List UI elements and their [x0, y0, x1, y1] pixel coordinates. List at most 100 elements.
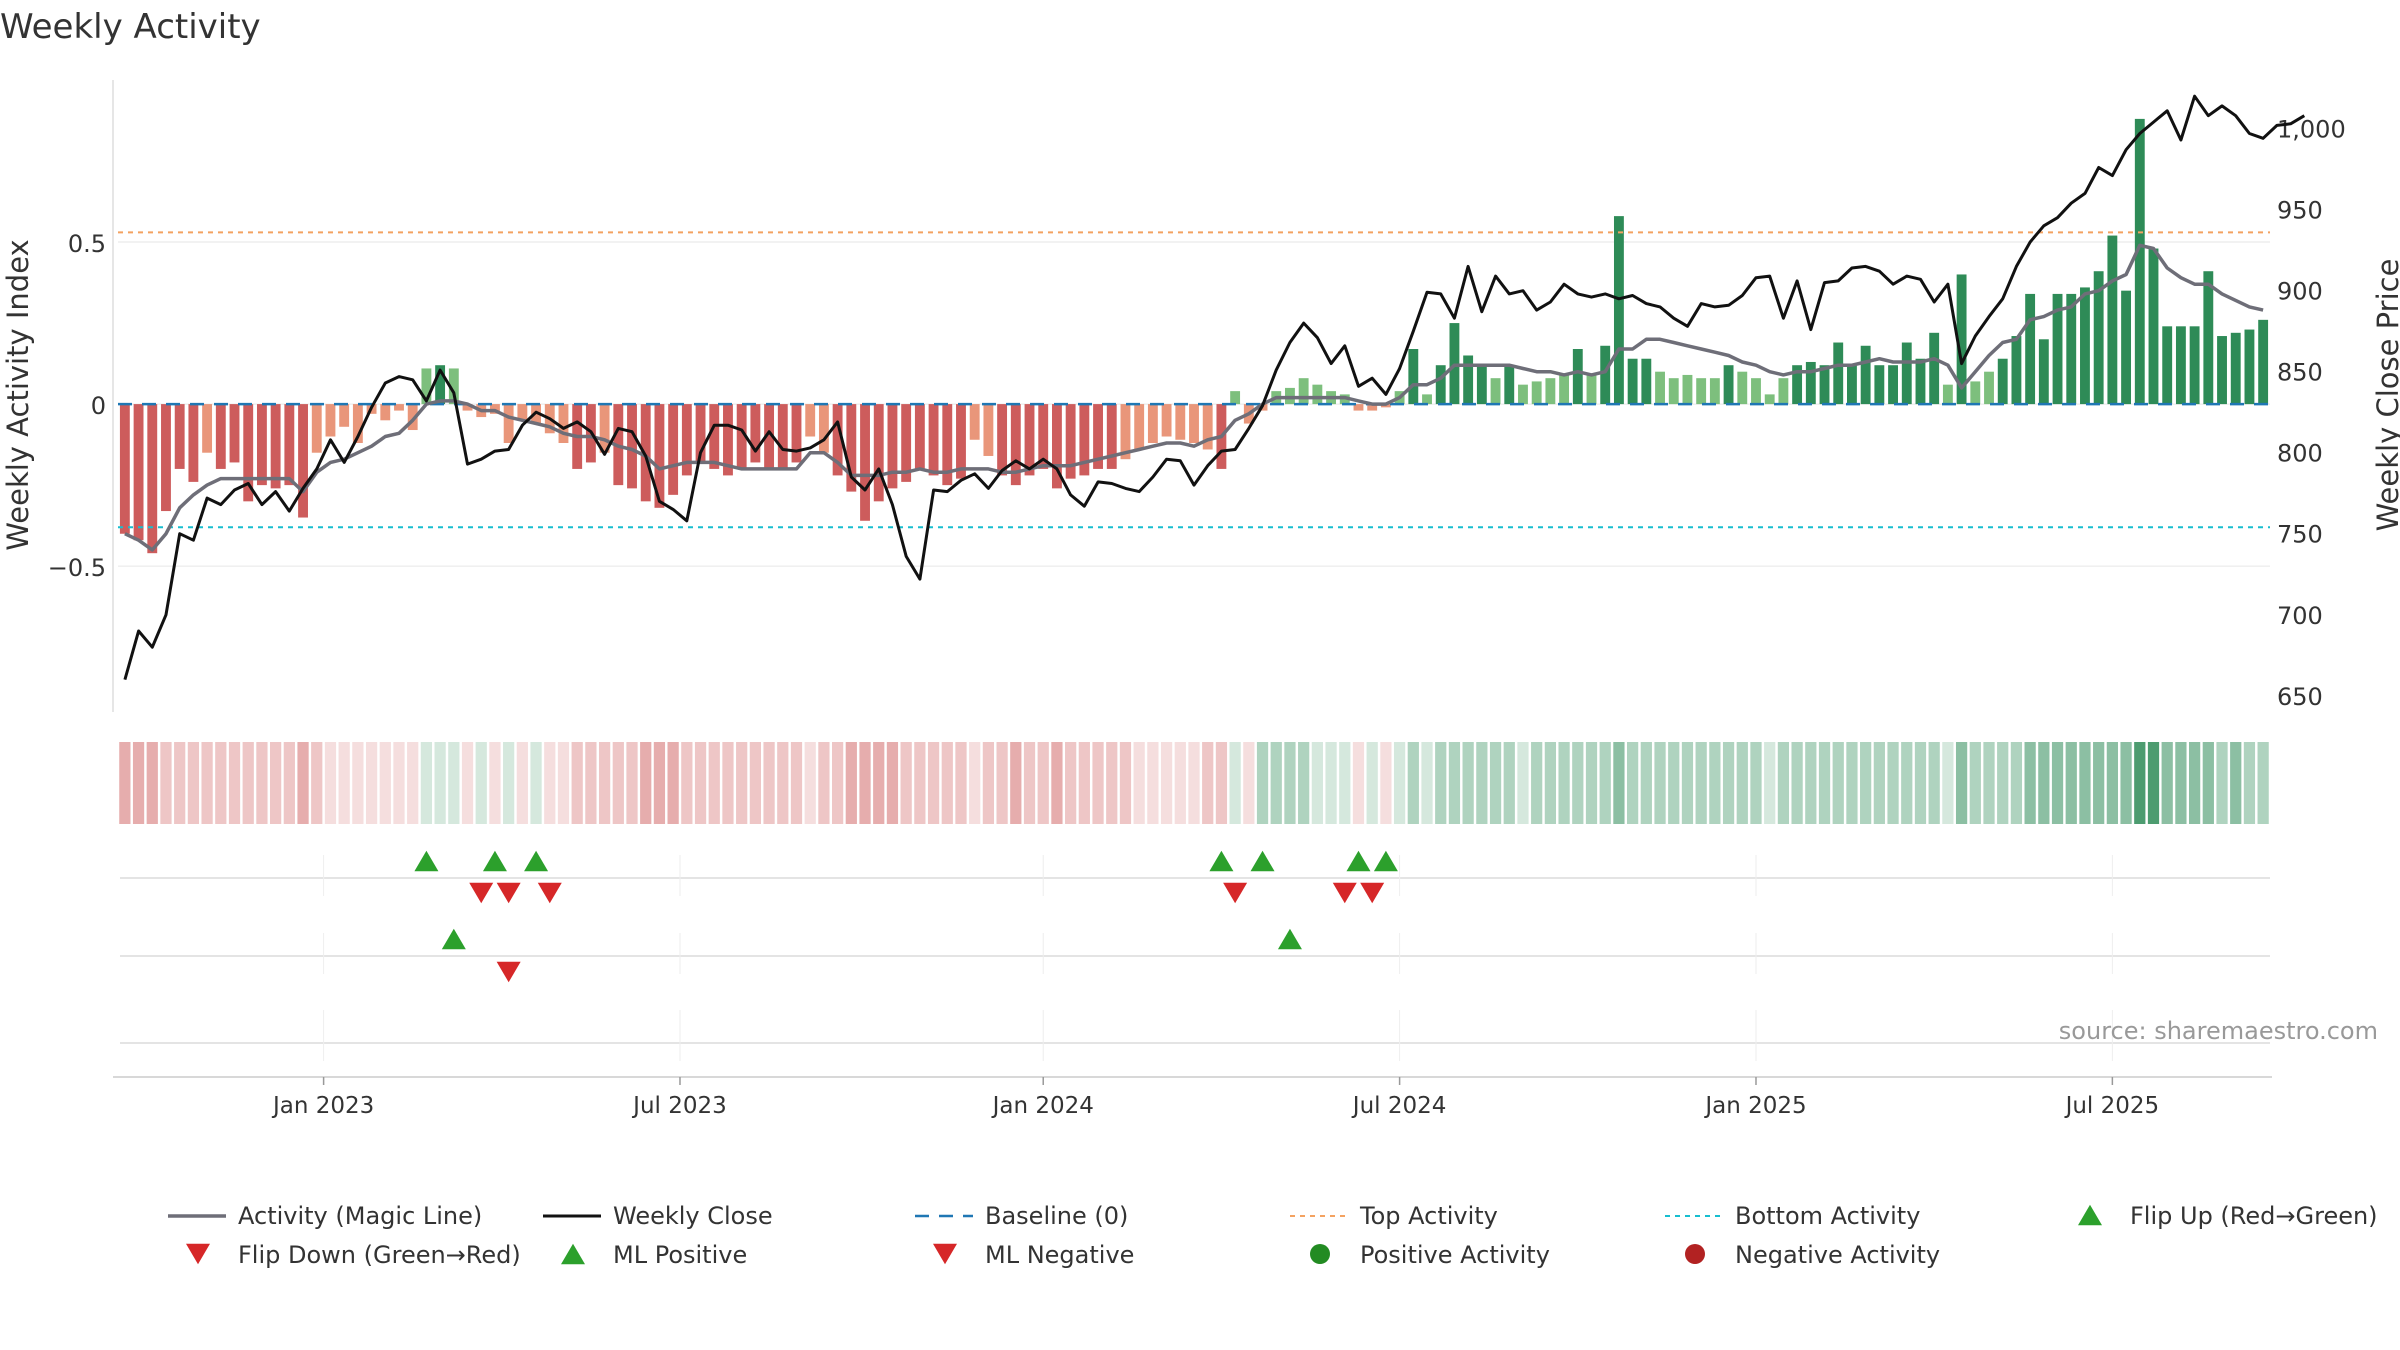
heat-cell [598, 742, 611, 824]
activity-bar [2121, 290, 2132, 405]
activity-bar [243, 404, 254, 502]
activity-bar [2148, 248, 2159, 405]
activity-bar [380, 404, 391, 421]
activity-bar [1134, 404, 1145, 450]
activity-bar [805, 404, 816, 437]
heat-cell [1421, 742, 1433, 824]
heat-cell [1448, 742, 1461, 824]
activity-bar [1586, 374, 1597, 405]
heat-cell [708, 742, 720, 824]
heat-cell [1777, 742, 1790, 824]
heat-cell [1860, 742, 1872, 824]
flip-up-marker [1209, 850, 1234, 872]
heat-cell [1188, 742, 1200, 824]
activity-bar [1751, 378, 1761, 405]
activity-bar [1079, 404, 1090, 476]
heat-cell [900, 742, 912, 824]
x-tick-label: Jan 2025 [1703, 1093, 1806, 1119]
activity-bar [2258, 319, 2269, 405]
heat-cell [2175, 742, 2187, 824]
x-tick-label: Jul 2025 [2064, 1093, 2160, 1119]
heat-cell [2243, 742, 2256, 824]
activity-bar [791, 404, 802, 463]
heat-cell [1023, 742, 1036, 824]
activity-bar [2230, 332, 2241, 405]
activity-bar [517, 404, 528, 421]
activity-bar [1970, 381, 1981, 405]
legend-marker-triangle-up [2078, 1204, 2102, 1226]
heat-cell [1544, 742, 1557, 824]
activity-bar [1874, 365, 1885, 405]
activity-bar [256, 404, 267, 486]
activity-bar [1847, 365, 1857, 405]
activity-bar [133, 404, 144, 541]
activity-bar [1422, 394, 1432, 405]
y-axis-label: Weekly Activity Index [1, 239, 35, 550]
flip-up-marker [524, 850, 549, 872]
heat-cell [1037, 742, 1049, 824]
heat-cell [1366, 742, 1378, 824]
activity-bar [2011, 336, 2022, 405]
heat-cell [475, 742, 487, 824]
heat-cell [2230, 742, 2242, 824]
heat-cell [653, 742, 666, 824]
activity-bar [119, 404, 130, 534]
heat-cell [722, 742, 734, 824]
heat-cell [1887, 742, 1899, 824]
heat-cell [2024, 742, 2036, 824]
heat-cell [434, 742, 446, 824]
heat-cell [503, 742, 515, 824]
heat-cell [557, 742, 570, 824]
activity-bar [599, 404, 610, 453]
ml-positive-marker [1277, 928, 1302, 950]
activity-bar [2107, 235, 2118, 405]
activity-bar [942, 404, 953, 486]
heat-cell [873, 742, 885, 824]
y2-tick-label: 650 [2277, 683, 2323, 711]
activity-bar [1435, 365, 1446, 405]
legend-marker-triangle-up [561, 1243, 585, 1265]
activity-bar [2134, 118, 2145, 405]
heat-cell [420, 742, 433, 824]
heat-cell [845, 742, 857, 824]
activity-bar [1093, 404, 1103, 469]
heat-cell [1750, 742, 1762, 824]
activity-bar [1367, 404, 1378, 411]
activity-bar [901, 404, 912, 482]
heat-cell [1764, 742, 1776, 824]
ml-positive-marker [441, 928, 466, 950]
activity-bar [1956, 274, 1967, 405]
activity-bar [956, 404, 966, 479]
activity-bar [435, 365, 446, 405]
heat-cell [174, 742, 186, 824]
activity-bar [2175, 326, 2186, 405]
heat-cell [2147, 742, 2160, 824]
activity-bar [1408, 349, 1419, 405]
heat-cell [1613, 742, 1625, 824]
heat-cell [1215, 742, 1228, 824]
heat-cell [1174, 742, 1186, 824]
heat-cell [544, 742, 556, 824]
legend-label: Bottom Activity [1735, 1202, 1920, 1230]
legend-label: Negative Activity [1735, 1241, 1940, 1269]
activity-bar [1764, 394, 1775, 405]
y2-tick-label: 900 [2277, 278, 2323, 306]
heat-cell [982, 742, 995, 824]
activity-bar [1737, 371, 1748, 405]
heat-cell [681, 742, 693, 824]
heat-cell [1489, 742, 1502, 824]
flip-down-marker [1332, 882, 1357, 904]
heat-cell [2188, 742, 2201, 824]
heat-cell [2038, 742, 2050, 824]
y2-tick-label: 850 [2277, 359, 2323, 387]
activity-bar [1189, 404, 1199, 443]
y2-tick-label: 700 [2277, 602, 2323, 630]
main-plot-panel: 0.5 0 −0.5 650 700 750 800 850 900 950 1,000 [48, 80, 2346, 712]
heat-cell [2079, 742, 2091, 824]
activity-bar [1175, 404, 1186, 440]
activity-bar [1723, 365, 1734, 405]
activity-bar [298, 404, 308, 518]
activity-bar [2025, 293, 2036, 405]
y2-tick-label: 750 [2277, 521, 2323, 549]
